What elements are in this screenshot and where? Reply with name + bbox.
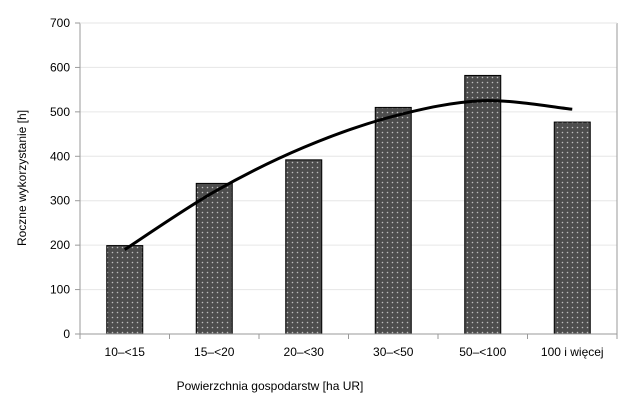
y-tick-label: 200 <box>50 238 70 252</box>
y-tick-label: 300 <box>50 194 70 208</box>
bar <box>553 121 591 335</box>
axes <box>79 22 618 339</box>
x-tick-label: 15–<20 <box>194 345 235 359</box>
x-tick-label: 50–<100 <box>459 345 506 359</box>
y-tick-label: 100 <box>50 283 70 297</box>
x-axis-label: Powierzchnia gospodarstw [ha UR] <box>177 379 364 393</box>
x-tick-label: 30–<50 <box>373 345 414 359</box>
bar <box>464 74 502 335</box>
x-tick-labels: 10–<15 15–<20 20–<30 30–<50 50–<100 100 i wię… <box>105 345 604 359</box>
trend-line <box>123 99 573 251</box>
x-tick-label: 10–<15 <box>105 345 146 359</box>
plot-area <box>80 23 617 334</box>
x-tick-label: 100 i więcej <box>541 345 604 359</box>
bars <box>106 74 591 335</box>
y-tick-label: 0 <box>63 327 70 341</box>
bar <box>285 159 323 335</box>
bar <box>195 182 233 335</box>
y-tick-label: 500 <box>50 105 70 119</box>
x-tick-label: 20–<30 <box>284 345 325 359</box>
bar <box>374 106 412 335</box>
y-tick-labels: 0 100 200 300 400 500 600 700 <box>50 16 70 341</box>
y-tick-label: 600 <box>50 60 70 74</box>
y-tick-label: 700 <box>50 16 70 30</box>
y-tick-label: 400 <box>50 149 70 163</box>
bar <box>106 245 144 335</box>
y-axis-label: Roczne wykorzystanie [h] <box>15 110 29 246</box>
